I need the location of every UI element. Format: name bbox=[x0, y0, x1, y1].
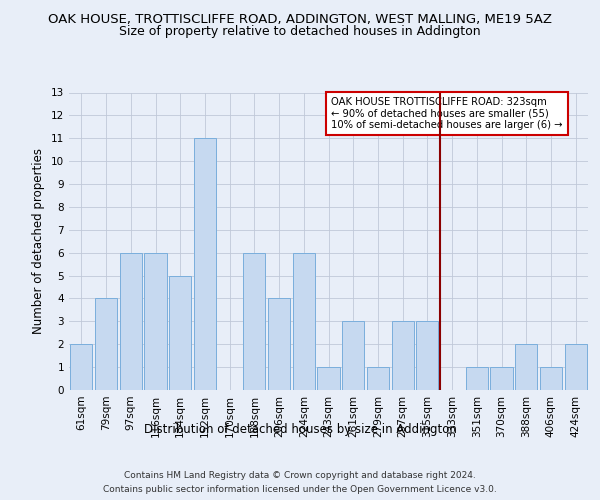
Text: OAK HOUSE TROTTISCLIFFE ROAD: 323sqm
← 90% of detached houses are smaller (55)
1: OAK HOUSE TROTTISCLIFFE ROAD: 323sqm ← 9… bbox=[331, 97, 563, 130]
Bar bbox=[95, 298, 117, 390]
Bar bbox=[70, 344, 92, 390]
Bar bbox=[490, 367, 512, 390]
Bar bbox=[119, 252, 142, 390]
Bar bbox=[243, 252, 265, 390]
Y-axis label: Number of detached properties: Number of detached properties bbox=[32, 148, 46, 334]
Text: Size of property relative to detached houses in Addington: Size of property relative to detached ho… bbox=[119, 25, 481, 38]
Bar bbox=[466, 367, 488, 390]
Bar bbox=[565, 344, 587, 390]
Bar bbox=[145, 252, 167, 390]
Text: OAK HOUSE, TROTTISCLIFFE ROAD, ADDINGTON, WEST MALLING, ME19 5AZ: OAK HOUSE, TROTTISCLIFFE ROAD, ADDINGTON… bbox=[48, 12, 552, 26]
Bar bbox=[293, 252, 315, 390]
Bar bbox=[194, 138, 216, 390]
Bar bbox=[268, 298, 290, 390]
Text: Contains public sector information licensed under the Open Government Licence v3: Contains public sector information licen… bbox=[103, 485, 497, 494]
Bar bbox=[367, 367, 389, 390]
Bar bbox=[342, 322, 364, 390]
Text: Distribution of detached houses by size in Addington: Distribution of detached houses by size … bbox=[143, 422, 457, 436]
Bar bbox=[515, 344, 538, 390]
Bar bbox=[392, 322, 414, 390]
Bar bbox=[540, 367, 562, 390]
Text: Contains HM Land Registry data © Crown copyright and database right 2024.: Contains HM Land Registry data © Crown c… bbox=[124, 471, 476, 480]
Bar bbox=[169, 276, 191, 390]
Bar bbox=[416, 322, 439, 390]
Bar bbox=[317, 367, 340, 390]
